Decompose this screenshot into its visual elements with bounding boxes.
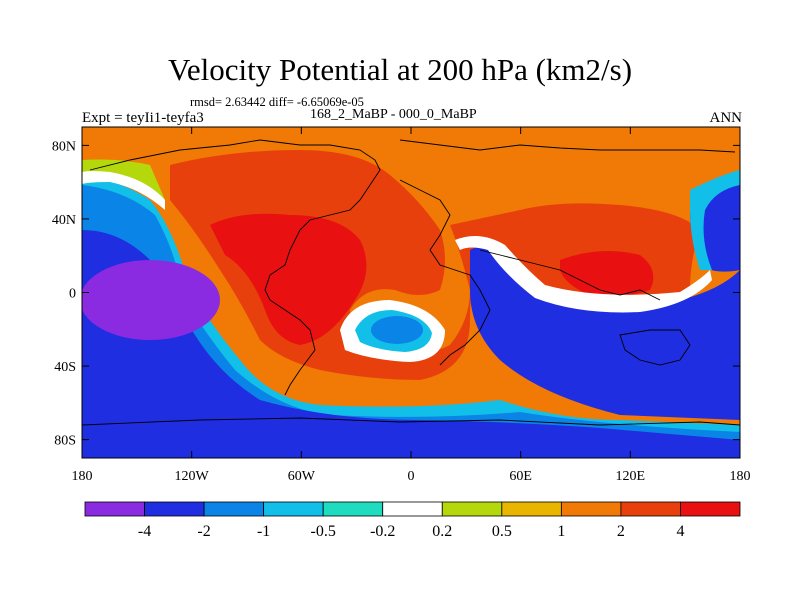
period-label: 168_2_MaBP - 000_0_MaBP xyxy=(310,107,477,122)
colorbar-swatch xyxy=(84,501,145,517)
colorbar-swatch xyxy=(382,501,443,517)
y-axis: 80N 40N 0 40S 80S xyxy=(52,139,740,449)
colorbar-swatch xyxy=(680,501,741,517)
colorbar-level-label: -1 xyxy=(257,523,270,540)
colorbar-swatch xyxy=(144,501,205,517)
x-tick-label: 180 xyxy=(72,469,93,484)
colorbar-swatch xyxy=(263,501,324,517)
colorbar-level-label: 0.2 xyxy=(432,523,452,540)
x-tick-label: 180 xyxy=(730,469,751,484)
colorbar-level-label: 0.5 xyxy=(492,523,512,540)
colorbar-swatch xyxy=(620,501,681,517)
colorbar-level-label: -0.2 xyxy=(370,523,395,540)
x-tick-label: 120E xyxy=(616,469,646,484)
y-tick-label: 40S xyxy=(54,360,76,375)
x-tick-label: 60W xyxy=(288,469,316,484)
experiment-label: Expt = teyIi1-teyfa3 xyxy=(82,110,204,126)
colorbar-swatch xyxy=(560,501,622,517)
colorbar-level-label: 1 xyxy=(557,523,565,540)
x-tick-label: 60E xyxy=(509,469,532,484)
x-axis: 180 120W 60W 0 60E 120E 180 xyxy=(72,127,751,484)
y-tick-label: 80N xyxy=(52,139,76,154)
colorbar-swatch xyxy=(203,501,265,517)
colorbar-level-label: 4 xyxy=(676,523,684,540)
colorbar: -4 -2 -1 -0.5 -0.2 0.2 0.5 1 2 4 xyxy=(84,501,741,540)
colorbar-swatch xyxy=(322,501,384,517)
coastline-outline xyxy=(82,139,740,426)
y-tick-label: 0 xyxy=(69,287,76,302)
map-fill xyxy=(82,127,740,458)
colorbar-level-label: -2 xyxy=(197,523,210,540)
colorbar-level-label: -0.5 xyxy=(311,523,336,540)
y-tick-label: 40N xyxy=(52,213,76,228)
colorbar-swatch xyxy=(501,501,562,517)
colorbar-level-label: 2 xyxy=(617,523,625,540)
y-tick-label: 80S xyxy=(54,434,76,449)
chart-title: Velocity Potential at 200 hPa (km2/s) xyxy=(167,52,633,87)
colorbar-level-label: -4 xyxy=(138,523,151,540)
colorbar-swatch xyxy=(441,501,503,517)
x-tick-label: 120W xyxy=(175,469,210,484)
stats-label: rmsd= 2.63442 diff= -6.65069e-05 xyxy=(190,95,364,109)
x-tick-label: 0 xyxy=(408,469,415,484)
season-label: ANN xyxy=(709,110,743,126)
